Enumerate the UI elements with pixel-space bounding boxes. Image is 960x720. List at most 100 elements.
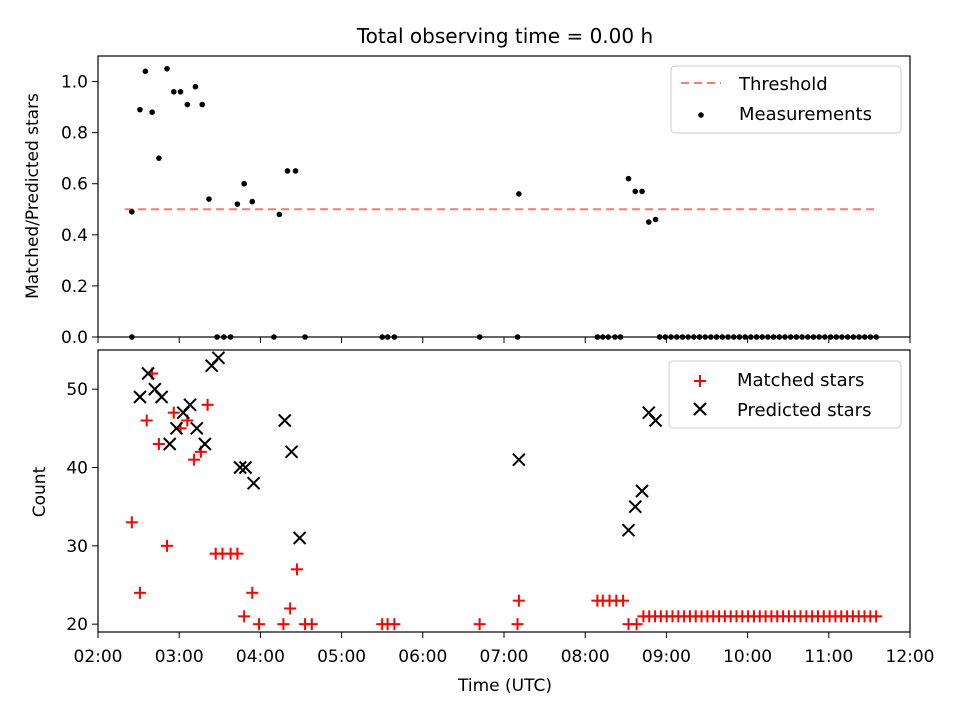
- predicted-star-point: [169, 421, 184, 436]
- measurements-series: [129, 65, 879, 340]
- top-panel: 0.0 0.2 0.4 0.6 0.8 1.0 Matched/Predicted sta…: [23, 55, 911, 348]
- measurement-point: [164, 65, 170, 72]
- top-legend: Threshold Measurements: [670, 65, 902, 134]
- measurement-point: [206, 196, 212, 202]
- predicted-star-point: [183, 398, 197, 412]
- x-tick-label: 06:00: [398, 647, 447, 667]
- measurement-point: [170, 88, 177, 95]
- predicted-star-point: [246, 476, 261, 490]
- measurement-point: [639, 188, 645, 195]
- bottom-legend-box: [668, 360, 902, 429]
- matched-star-point: [617, 594, 630, 607]
- bottom-y-ticks: 20 30 40 50: [66, 380, 98, 635]
- measurement-point: [184, 101, 191, 108]
- matched-star-point: [125, 516, 138, 529]
- legend-measurements-label: Measurements: [739, 104, 872, 125]
- matched-star-point: [201, 398, 214, 411]
- legend-threshold-label: Threshold: [738, 74, 828, 95]
- matched-star-point: [870, 610, 883, 623]
- measurement-point: [284, 168, 291, 174]
- y-tick-label: 0.2: [61, 277, 88, 297]
- x-tick-label: 04:00: [236, 647, 285, 667]
- y-tick-label: 1.0: [61, 73, 88, 93]
- predicted-star-point: [648, 413, 663, 428]
- top-plot-frame: [97, 55, 911, 338]
- y-tick-label: 0.0: [61, 328, 88, 348]
- predicted-star-point: [278, 413, 292, 428]
- measurement-point: [241, 180, 247, 187]
- bottom-x-ticks: 02:00 03:00 04:00 05:00 06:00 07:00 08:00 09:00…: [74, 632, 935, 667]
- legend-measurements-swatch: [698, 112, 704, 118]
- measurement-point: [292, 168, 299, 174]
- measurement-point: [234, 201, 241, 207]
- matched-star-point: [140, 414, 153, 427]
- predicted-star-point: [284, 445, 299, 459]
- predicted-star-point: [512, 452, 526, 467]
- measurement-point: [516, 191, 522, 197]
- x-tick-label: 03:00: [155, 647, 204, 667]
- y-tick-label: 30: [66, 537, 88, 557]
- matched-star-point: [238, 610, 251, 623]
- matched-star-point: [630, 618, 643, 631]
- measurement-point: [646, 219, 652, 225]
- measurement-point: [156, 155, 162, 161]
- measurement-point: [625, 175, 632, 182]
- y-tick-label: 20: [66, 615, 88, 635]
- x-tick-label: 02:00: [74, 647, 123, 667]
- bottom-legend: Matched stars Predicted stars: [668, 360, 902, 429]
- measurement-point: [137, 106, 143, 113]
- x-tick-label: 07:00: [480, 647, 529, 667]
- predicted-stars-series: [133, 351, 663, 545]
- measurement-point: [632, 188, 639, 195]
- matched-star-point: [388, 618, 401, 631]
- matched-star-point: [253, 618, 266, 631]
- predicted-star-point: [621, 523, 636, 537]
- x-tick-label: 09:00: [642, 647, 691, 667]
- matched-star-point: [290, 563, 303, 576]
- y-tick-label: 0.8: [61, 124, 88, 144]
- top-y-ticks: 0.0 0.2 0.4 0.6 0.8 1.0: [61, 73, 98, 348]
- matched-star-point: [246, 586, 259, 599]
- predicted-star-point: [211, 351, 226, 365]
- x-tick-label: 08:00: [561, 647, 610, 667]
- y-tick-label: 0.6: [61, 175, 88, 195]
- legend-predicted-swatch: [693, 402, 707, 416]
- x-tick-label: 11:00: [804, 647, 853, 667]
- bottom-y-axis-label: Count: [30, 466, 50, 517]
- chart-title: Total observing time = 0.00 h: [356, 24, 653, 48]
- matched-star-point: [152, 438, 165, 450]
- matched-star-point: [277, 618, 290, 631]
- measurement-point: [199, 101, 206, 108]
- bottom-plot-frame: [97, 349, 911, 633]
- x-tick-label: 05:00: [317, 647, 366, 667]
- matched-star-point: [167, 406, 180, 419]
- y-tick-label: 50: [66, 380, 88, 400]
- predicted-star-point: [233, 460, 247, 475]
- matched-star-point: [305, 618, 318, 631]
- matched-star-point: [188, 453, 201, 466]
- matched-star-point: [473, 618, 486, 631]
- measurement-point: [192, 83, 199, 90]
- legend-matched-swatch: [694, 375, 706, 387]
- matched-star-point: [511, 618, 524, 631]
- measurement-point: [249, 198, 256, 205]
- matched-star-point: [161, 539, 174, 552]
- legend-predicted-label: Predicted stars: [737, 400, 871, 421]
- x-axis-label: Time (UTC): [457, 676, 552, 696]
- predicted-star-point: [198, 437, 212, 451]
- predicted-star-point: [628, 499, 642, 514]
- y-tick-label: 0.4: [61, 226, 88, 246]
- matched-star-point: [512, 594, 525, 607]
- measurement-point: [276, 211, 283, 218]
- matched-star-point: [231, 547, 244, 560]
- predicted-star-point: [141, 366, 155, 381]
- y-tick-label: 40: [66, 459, 88, 479]
- x-tick-label: 12:00: [886, 647, 935, 667]
- predicted-star-point: [238, 460, 253, 475]
- matched-stars-series: [125, 367, 883, 631]
- predicted-star-point: [163, 437, 177, 451]
- predicted-star-point: [133, 390, 147, 404]
- predicted-star-point: [190, 421, 204, 436]
